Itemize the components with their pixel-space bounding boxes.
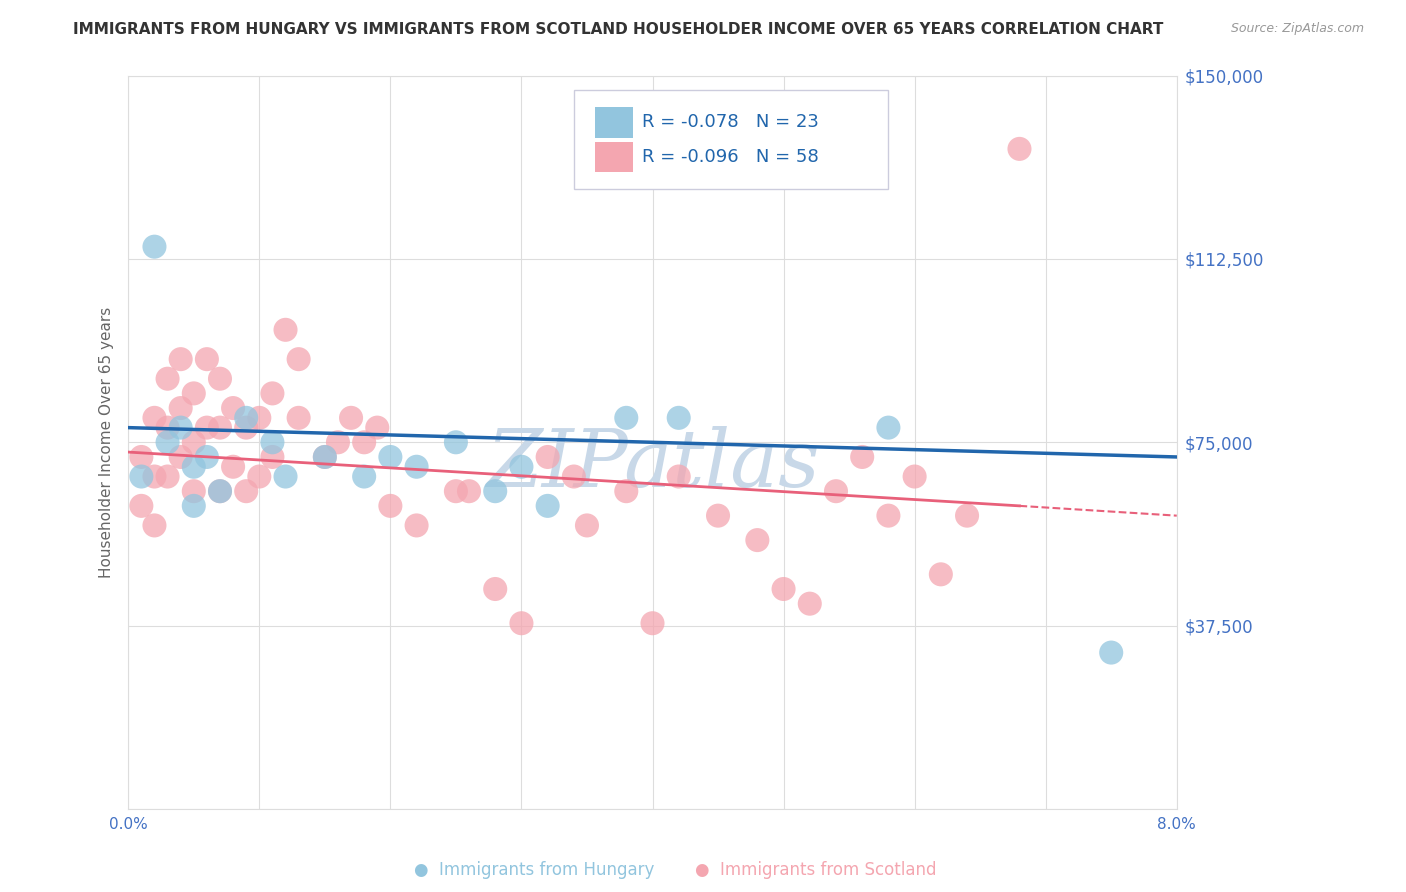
Point <box>247 410 270 425</box>
Point <box>537 450 560 464</box>
Point <box>484 582 506 596</box>
Text: IMMIGRANTS FROM HUNGARY VS IMMIGRANTS FROM SCOTLAND HOUSEHOLDER INCOME OVER 65 Y: IMMIGRANTS FROM HUNGARY VS IMMIGRANTS FR… <box>73 22 1164 37</box>
Point <box>274 323 297 337</box>
Point <box>287 410 309 425</box>
Point <box>614 410 637 425</box>
Point <box>444 435 467 450</box>
Point <box>877 508 900 523</box>
Point <box>222 459 245 474</box>
Point <box>195 420 218 434</box>
Point <box>575 518 598 533</box>
Point <box>956 508 979 523</box>
Point <box>156 372 179 386</box>
Point <box>208 484 231 499</box>
Point <box>287 352 309 367</box>
Point <box>183 435 205 450</box>
Point <box>183 484 205 499</box>
FancyBboxPatch shape <box>595 107 633 138</box>
Point <box>825 484 848 499</box>
Point <box>747 533 769 547</box>
Point <box>641 616 664 631</box>
Point <box>195 450 218 464</box>
Point <box>170 352 193 367</box>
Point <box>143 240 166 254</box>
Point <box>380 450 402 464</box>
Point <box>444 484 467 499</box>
FancyBboxPatch shape <box>595 142 633 172</box>
Point <box>262 435 284 450</box>
Point <box>183 499 205 513</box>
Point <box>668 410 690 425</box>
Point <box>156 469 179 483</box>
Point <box>247 469 270 483</box>
Point <box>156 435 179 450</box>
Point <box>314 450 336 464</box>
Point <box>183 386 205 401</box>
Text: ●  Immigrants from Scotland: ● Immigrants from Scotland <box>695 861 936 879</box>
Point <box>131 499 153 513</box>
Text: ZIPatlas: ZIPatlas <box>485 425 820 503</box>
Point <box>380 499 402 513</box>
Point <box>274 469 297 483</box>
Point <box>851 450 873 464</box>
Point <box>458 484 481 499</box>
Point <box>156 420 179 434</box>
Point <box>208 372 231 386</box>
Point <box>510 616 533 631</box>
Point <box>1099 646 1122 660</box>
Point <box>235 410 257 425</box>
Point <box>484 484 506 499</box>
Point <box>131 450 153 464</box>
Text: R = -0.096   N = 58: R = -0.096 N = 58 <box>643 148 818 166</box>
Point <box>904 469 927 483</box>
Point <box>262 450 284 464</box>
Point <box>183 459 205 474</box>
Point <box>405 459 427 474</box>
Point <box>562 469 585 483</box>
Point <box>143 518 166 533</box>
Point <box>877 420 900 434</box>
Point <box>772 582 794 596</box>
Point <box>326 435 349 450</box>
Point <box>366 420 388 434</box>
Point <box>537 499 560 513</box>
Point <box>208 484 231 499</box>
Point <box>235 484 257 499</box>
Point <box>340 410 363 425</box>
Point <box>262 386 284 401</box>
Point <box>235 420 257 434</box>
Point <box>668 469 690 483</box>
Point <box>405 518 427 533</box>
Point <box>353 469 375 483</box>
Text: ●  Immigrants from Hungary: ● Immigrants from Hungary <box>415 861 654 879</box>
Point <box>510 459 533 474</box>
Text: R = -0.078   N = 23: R = -0.078 N = 23 <box>643 113 818 131</box>
Point <box>707 508 730 523</box>
Point <box>195 352 218 367</box>
Point <box>1008 142 1031 156</box>
Point <box>143 469 166 483</box>
Point <box>314 450 336 464</box>
FancyBboxPatch shape <box>574 90 889 189</box>
Point <box>170 401 193 415</box>
Point <box>170 450 193 464</box>
Y-axis label: Householder Income Over 65 years: Householder Income Over 65 years <box>100 307 114 578</box>
Point <box>353 435 375 450</box>
Point <box>143 410 166 425</box>
Point <box>222 401 245 415</box>
Text: Source: ZipAtlas.com: Source: ZipAtlas.com <box>1230 22 1364 36</box>
Point <box>614 484 637 499</box>
Point <box>131 469 153 483</box>
Point <box>208 420 231 434</box>
Point <box>799 597 821 611</box>
Point <box>170 420 193 434</box>
Point <box>929 567 952 582</box>
